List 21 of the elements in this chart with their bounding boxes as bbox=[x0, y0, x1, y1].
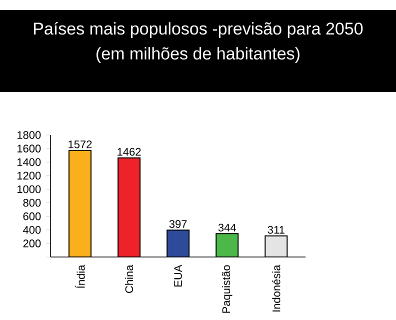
data-label: 1462 bbox=[118, 148, 141, 156]
data-label: 397 bbox=[169, 220, 187, 228]
x-tick-label: EUA bbox=[174, 264, 182, 286]
data-label: 344 bbox=[218, 224, 236, 232]
y-tick-label: 1000 bbox=[18, 185, 41, 194]
x-tick-label: Indonésia bbox=[272, 264, 280, 312]
data-label: 1572 bbox=[68, 140, 92, 148]
y-tick-label: 200 bbox=[23, 240, 41, 248]
x-tick-label: China bbox=[125, 264, 134, 293]
x-tick-label: Paquistão bbox=[222, 265, 232, 313]
chart-subtitle: (em milhões de habitantes) bbox=[96, 47, 300, 63]
y-tick-label: 1400 bbox=[18, 158, 41, 166]
y-tick-label: 1200 bbox=[18, 172, 41, 180]
chart-title: Países mais populosos -previsão para 2050 bbox=[34, 22, 363, 38]
y-tick-label: 1800 bbox=[18, 131, 41, 139]
y-tick-label: 1600 bbox=[18, 144, 41, 152]
x-tick-label: Índia bbox=[75, 264, 85, 288]
y-tick-label: 600 bbox=[23, 212, 41, 220]
y-tick-label: 400 bbox=[23, 226, 41, 234]
data-label: 311 bbox=[268, 226, 284, 234]
y-tick-label: 800 bbox=[23, 198, 41, 207]
